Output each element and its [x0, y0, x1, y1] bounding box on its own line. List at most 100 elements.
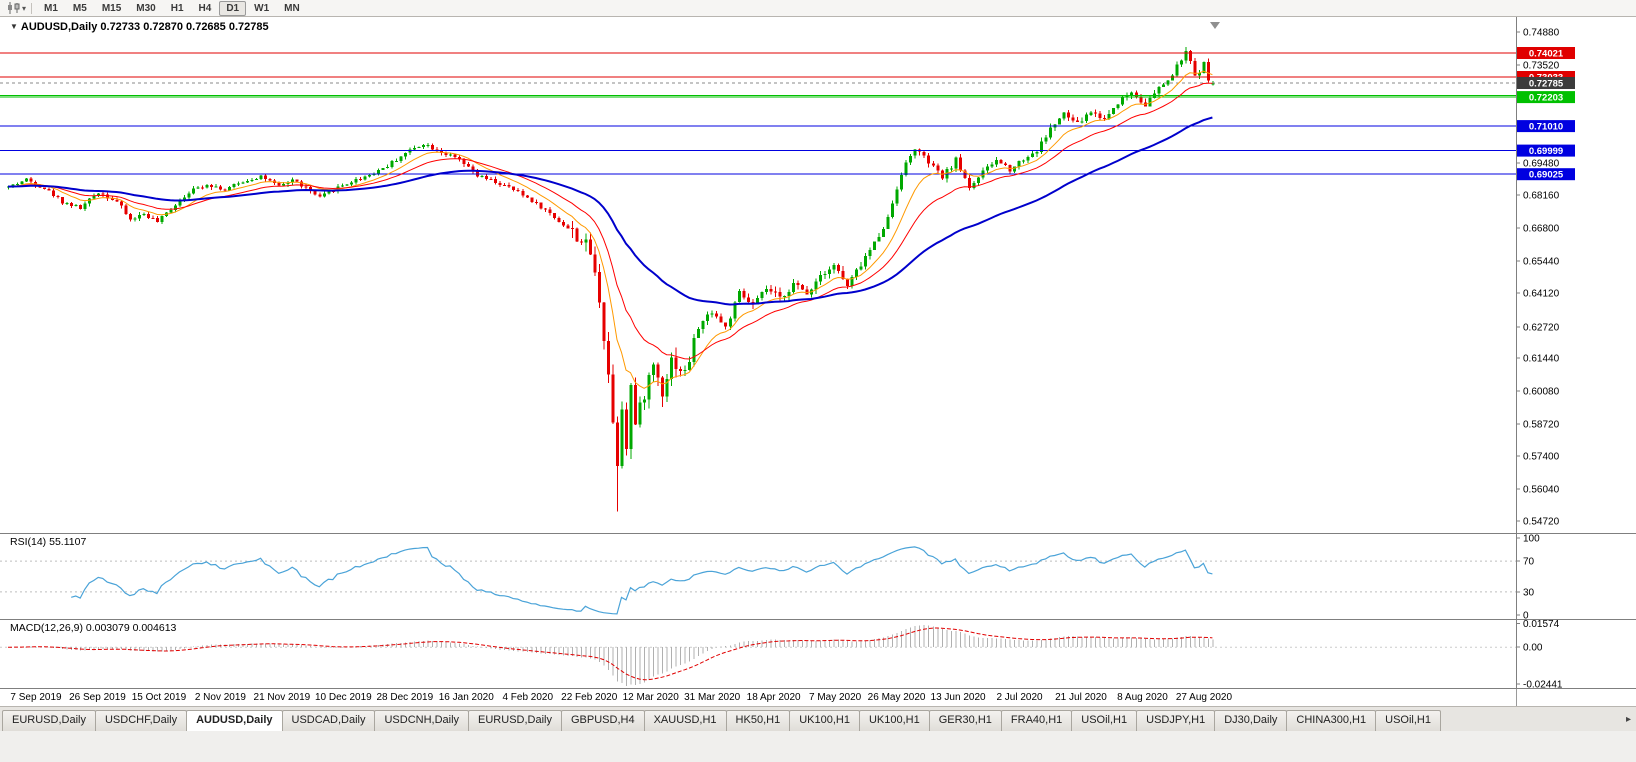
- timeframe-button-m15[interactable]: M15: [101, 2, 122, 14]
- macd-values: 0.003079 0.004613: [85, 622, 177, 634]
- chart-tab-ger30-h1[interactable]: GER30,H1: [928, 710, 1002, 731]
- date-label: 13 Jun 2020: [930, 692, 986, 703]
- chart-tab-usdchf-daily[interactable]: USDCHF,Daily: [94, 710, 188, 731]
- rsi-line: [71, 546, 1213, 615]
- chart-shift-marker[interactable]: [1210, 22, 1220, 29]
- date-label: 26 May 2020: [867, 692, 926, 703]
- price-tick-label: 0.58720: [1523, 420, 1560, 431]
- price-tick-label: 0.74880: [1523, 28, 1560, 39]
- chart-tab-dj30-daily[interactable]: DJ30,Daily: [1214, 710, 1288, 731]
- level-price-boxes: 0.740210.730330.722030.710100.699990.690…: [1517, 47, 1575, 181]
- price-tick-label: 0.69480: [1523, 159, 1560, 170]
- chart-tab-usdjpy-h1[interactable]: USDJPY,H1: [1136, 710, 1216, 731]
- chart-tab-hk50-h1[interactable]: HK50,H1: [725, 710, 791, 731]
- date-label: 4 Feb 2020: [502, 692, 554, 703]
- price-box: [1517, 91, 1575, 104]
- chart-tab-xauusd-h1[interactable]: XAUUSD,H1: [643, 710, 727, 731]
- chart-tab-eurusd-daily[interactable]: EURUSD,Daily: [468, 710, 562, 731]
- timeframe-button-d1[interactable]: D1: [219, 0, 247, 16]
- date-label: 2 Jul 2020: [996, 692, 1043, 703]
- timeframe-button-mn[interactable]: MN: [284, 2, 300, 14]
- date-label: 7 May 2020: [808, 692, 862, 703]
- chart-tab-uk100-h1[interactable]: UK100,H1: [858, 710, 930, 731]
- chart-tab-fra40-h1[interactable]: FRA40,H1: [1000, 710, 1073, 731]
- moving-average-21: [7, 82, 1213, 360]
- date-label: 21 Nov 2019: [253, 692, 311, 703]
- timeframe-button-h4[interactable]: H4: [198, 2, 212, 14]
- chart-tab-gbpusd-h4[interactable]: GBPUSD,H4: [561, 710, 645, 731]
- ohlc-values: 0.72733 0.72870 0.72685 0.72785: [100, 21, 269, 33]
- timeframe-button-m5[interactable]: M5: [72, 2, 87, 14]
- price-tick-label: 0.54720: [1523, 517, 1560, 528]
- macd-name: MACD(12,26,9): [10, 622, 83, 634]
- candlestick-glyph: [8, 2, 20, 14]
- toolbar-separator: [31, 2, 33, 14]
- macd-tick-label: 0.00: [1523, 643, 1543, 654]
- date-label: 18 Apr 2020: [746, 692, 801, 703]
- macd-tick-label: 0.01574: [1523, 619, 1560, 630]
- chart-background: [0, 17, 1636, 688]
- date-label: 7 Sep 2019: [10, 692, 62, 703]
- date-label: 26 Sep 2019: [69, 692, 126, 703]
- chart-tab-usoil-h1[interactable]: USOil,H1: [1071, 710, 1138, 731]
- price-box-label: 0.69025: [1529, 170, 1564, 181]
- date-label: 10 Dec 2019: [314, 692, 372, 703]
- price-scale[interactable]: 0.74880 0.73520 0.69480 0.68160 0.66800 0.654…: [1516, 28, 1563, 691]
- time-axis[interactable]: 7 Sep 2019 26 Sep 2019 15 Oct 2019 2 Nov 20…: [0, 688, 1636, 706]
- timeframe-button-m30[interactable]: M30: [136, 2, 156, 14]
- support-resistance-lines[interactable]: [0, 52, 1516, 175]
- price-tick-label: 0.65440: [1523, 257, 1560, 268]
- rsi-tick-label: 0: [1523, 611, 1529, 622]
- chart-canvas[interactable]: 0.74880 0.73520 0.69480 0.68160 0.66800 0.654…: [0, 17, 1636, 691]
- timeframe-button-h1[interactable]: H1: [170, 2, 184, 14]
- date-label: 28 Dec 2019: [376, 692, 434, 703]
- date-label: 16 Jan 2020: [438, 692, 494, 703]
- price-tick-label: 0.56040: [1523, 485, 1560, 496]
- tab-scroll-right-icon[interactable]: ▸: [1625, 714, 1631, 725]
- candlestick-series: [7, 47, 1215, 512]
- price-tick-label: 0.66800: [1523, 224, 1560, 235]
- price-tick-label: 0.61440: [1523, 354, 1560, 365]
- rsi-tick-label: 30: [1523, 587, 1535, 598]
- symbol-label: AUDUSD,Daily: [20, 21, 98, 33]
- price-box: [1517, 77, 1575, 89]
- chart-tab-usdcad-daily[interactable]: USDCAD,Daily: [281, 710, 376, 731]
- rsi-tick-label: 100: [1523, 534, 1540, 545]
- macd-histogram: [12, 625, 1214, 686]
- price-box-label: 0.69999: [1529, 146, 1563, 157]
- symbol-dropdown-icon[interactable]: ▼: [10, 22, 18, 31]
- scale-divider: [1516, 689, 1517, 706]
- price-tick-label: 0.64120: [1523, 289, 1560, 300]
- date-label: 2 Nov 2019: [194, 692, 246, 703]
- chart-type-dropdown-caret: ▾: [22, 3, 27, 13]
- macd-signal-line: [8, 627, 1213, 681]
- price-tick-label: 0.60080: [1523, 387, 1560, 398]
- timeframe-button-m1[interactable]: M1: [44, 2, 58, 14]
- panel-borders: [0, 17, 1636, 688]
- price-box: [1517, 168, 1575, 181]
- price-box: [1517, 47, 1575, 59]
- date-label: 12 Mar 2020: [622, 692, 679, 703]
- timeframe-toolbar: ▾ M1 M5 M15 M30 H1 H4 D1 W1 MN: [0, 0, 1636, 17]
- rsi-title: RSI(14) 55.1107: [10, 536, 86, 548]
- price-box-label: 0.72203: [1529, 93, 1563, 104]
- price-box-label: 0.74021: [1529, 49, 1564, 60]
- price-box: [1517, 144, 1575, 157]
- timeframe-button-w1[interactable]: W1: [254, 2, 270, 14]
- status-strip: [0, 731, 1636, 762]
- chart-window[interactable]: 0.74880 0.73520 0.69480 0.68160 0.66800 0.654…: [0, 17, 1636, 691]
- chart-tab-china300-h1[interactable]: CHINA300,H1: [1286, 710, 1377, 731]
- timeframe-buttons: M1 M5 M15 M30 H1 H4 D1 W1 MN: [37, 0, 308, 16]
- chart-type-icon[interactable]: ▾: [4, 1, 29, 16]
- chart-tab-audusd-daily[interactable]: AUDUSD,Daily: [186, 710, 283, 731]
- chart-tab-usoil-h1[interactable]: USOil,H1: [1375, 710, 1441, 731]
- rsi-tick-label: 70: [1523, 557, 1535, 568]
- date-label: 21 Jul 2020: [1055, 692, 1107, 703]
- chart-tab-uk100-h1[interactable]: UK100,H1: [789, 710, 860, 731]
- date-label: 8 Aug 2020: [1117, 692, 1168, 703]
- chart-tabs-bar: EURUSD,Daily USDCHF,Daily AUDUSD,Daily USDC…: [0, 706, 1636, 731]
- chart-tab-usdcnh-daily[interactable]: USDCNH,Daily: [374, 710, 470, 731]
- chart-tab-eurusd-daily[interactable]: EURUSD,Daily: [2, 710, 96, 731]
- price-box-label: 0.72785: [1529, 79, 1564, 90]
- date-label: 15 Oct 2019: [131, 692, 187, 703]
